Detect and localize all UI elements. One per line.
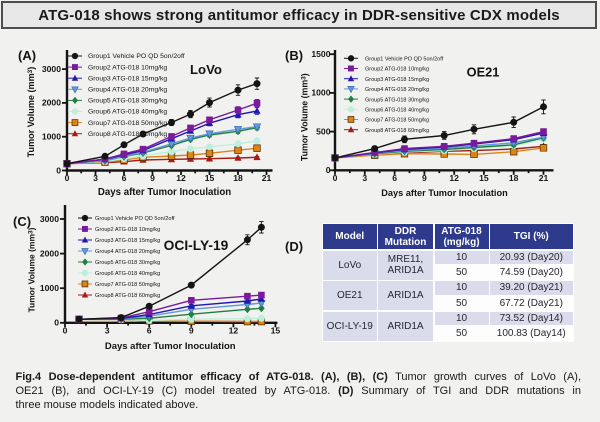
svg-text:Group1 Vehicle PO QD 5on/2off: Group1 Vehicle PO QD 5on/2off (365, 57, 444, 63)
svg-text:15: 15 (271, 325, 281, 335)
svg-text:Group6 ATG-018 40mg/kg: Group6 ATG-018 40mg/kg (95, 271, 160, 277)
svg-text:9: 9 (422, 173, 427, 183)
svg-text:Group1 Vehicle PO QD 5on/2off: Group1 Vehicle PO QD 5on/2off (95, 216, 175, 222)
svg-text:OE21: OE21 (467, 65, 500, 80)
svg-text:Group7 ATG-018 50mg/kg: Group7 ATG-018 50mg/kg (95, 282, 160, 288)
svg-text:Group7 ATG-018 50mg/kg: Group7 ATG-018 50mg/kg (88, 120, 167, 127)
svg-text:6: 6 (392, 173, 397, 183)
svg-text:(B): (B) (285, 48, 303, 63)
svg-text:3: 3 (93, 173, 98, 183)
svg-text:21: 21 (539, 173, 549, 183)
svg-text:18: 18 (509, 173, 519, 183)
svg-text:12: 12 (176, 173, 186, 183)
svg-text:3000: 3000 (40, 214, 59, 224)
svg-text:Group3 ATG-018 15mg/kg: Group3 ATG-018 15mg/kg (365, 77, 429, 83)
svg-text:3: 3 (362, 173, 367, 183)
svg-text:Days after Tumor Inoculation: Days after Tumor Inoculation (98, 187, 231, 198)
svg-text:15: 15 (205, 173, 215, 183)
svg-text:Days after Tumor Inoculation: Days after Tumor Inoculation (105, 341, 236, 352)
svg-text:18: 18 (233, 173, 243, 183)
svg-text:Group3 ATG-018 15mg/kg: Group3 ATG-018 15mg/kg (88, 75, 167, 82)
svg-text:1000: 1000 (40, 283, 59, 293)
svg-text:0: 0 (65, 173, 70, 183)
svg-text:3000: 3000 (42, 64, 61, 74)
svg-text:12: 12 (449, 173, 459, 183)
svg-text:500: 500 (316, 126, 331, 136)
svg-text:21: 21 (262, 173, 272, 183)
svg-text:15: 15 (479, 173, 489, 183)
svg-text:Group5 ATG-018 30mg/kg: Group5 ATG-018 30mg/kg (88, 98, 167, 105)
svg-text:Group2 ATG-018 10mg/kg: Group2 ATG-018 10mg/kg (88, 64, 167, 71)
svg-text:2000: 2000 (40, 248, 59, 258)
svg-text:Group7 ATG-018 50mg/kg: Group7 ATG-018 50mg/kg (365, 118, 429, 124)
svg-text:9: 9 (189, 325, 194, 335)
svg-text:Group5 ATG-018 30mg/kg: Group5 ATG-018 30mg/kg (95, 260, 160, 266)
svg-text:6: 6 (122, 173, 127, 183)
svg-text:Group8 ATG-018 60mg/kg: Group8 ATG-018 60mg/kg (88, 131, 167, 138)
svg-text:Group8 ATG-018 60mg/kg: Group8 ATG-018 60mg/kg (365, 128, 429, 134)
svg-text:6: 6 (147, 325, 152, 335)
svg-text:Tumor Volume (mm3): Tumor Volume (mm3) (26, 227, 36, 312)
svg-text:12: 12 (229, 325, 239, 335)
svg-text:Tumor Volume (mm3): Tumor Volume (mm3) (26, 67, 36, 158)
svg-text:2000: 2000 (42, 98, 61, 108)
svg-text:Group3 ATG-018 15mg/kg: Group3 ATG-018 15mg/kg (95, 238, 160, 244)
svg-text:Group4 ATG-018 20mg/kg: Group4 ATG-018 20mg/kg (95, 249, 160, 255)
svg-text:Group5 ATG-018 30mg/kg: Group5 ATG-018 30mg/kg (365, 97, 429, 103)
svg-text:Group1 Vehicle PO QD 5on/2off: Group1 Vehicle PO QD 5on/2off (88, 53, 185, 60)
svg-text:0: 0 (333, 173, 338, 183)
svg-text:Group4 ATG-018 20mg/kg: Group4 ATG-018 20mg/kg (365, 87, 429, 93)
svg-text:Group4 ATG-018 20mg/kg: Group4 ATG-018 20mg/kg (88, 87, 167, 94)
svg-text:OCI-LY-19: OCI-LY-19 (164, 238, 229, 253)
svg-text:1000: 1000 (42, 132, 61, 142)
svg-text:Group2 ATG-018 10mg/kg: Group2 ATG-018 10mg/kg (365, 67, 429, 73)
svg-text:Days after Tumor Inoculation: Days after Tumor Inoculation (381, 188, 508, 198)
svg-text:9: 9 (150, 173, 155, 183)
svg-text:(A): (A) (18, 48, 36, 63)
svg-text:0: 0 (63, 325, 68, 335)
svg-text:0: 0 (56, 165, 61, 175)
svg-text:LoVo: LoVo (190, 62, 222, 77)
svg-text:Group6 ATG-018 40mg/kg: Group6 ATG-018 40mg/kg (365, 108, 429, 114)
svg-text:0: 0 (54, 318, 59, 328)
svg-text:1000: 1000 (311, 88, 330, 98)
svg-text:Tumor Volume (mm3): Tumor Volume (mm3) (300, 73, 310, 161)
svg-text:(D): (D) (285, 239, 303, 254)
svg-text:3: 3 (105, 325, 110, 335)
svg-text:Group8 ATG-018 60mg/kg: Group8 ATG-018 60mg/kg (95, 293, 160, 299)
svg-text:1500: 1500 (311, 49, 330, 59)
svg-text:Group6 ATG-018 40mg/kg: Group6 ATG-018 40mg/kg (88, 109, 167, 116)
svg-text:Group2 ATG-018 10mg/kg: Group2 ATG-018 10mg/kg (95, 227, 160, 233)
svg-text:0: 0 (326, 165, 331, 175)
svg-text:(C): (C) (13, 214, 31, 229)
